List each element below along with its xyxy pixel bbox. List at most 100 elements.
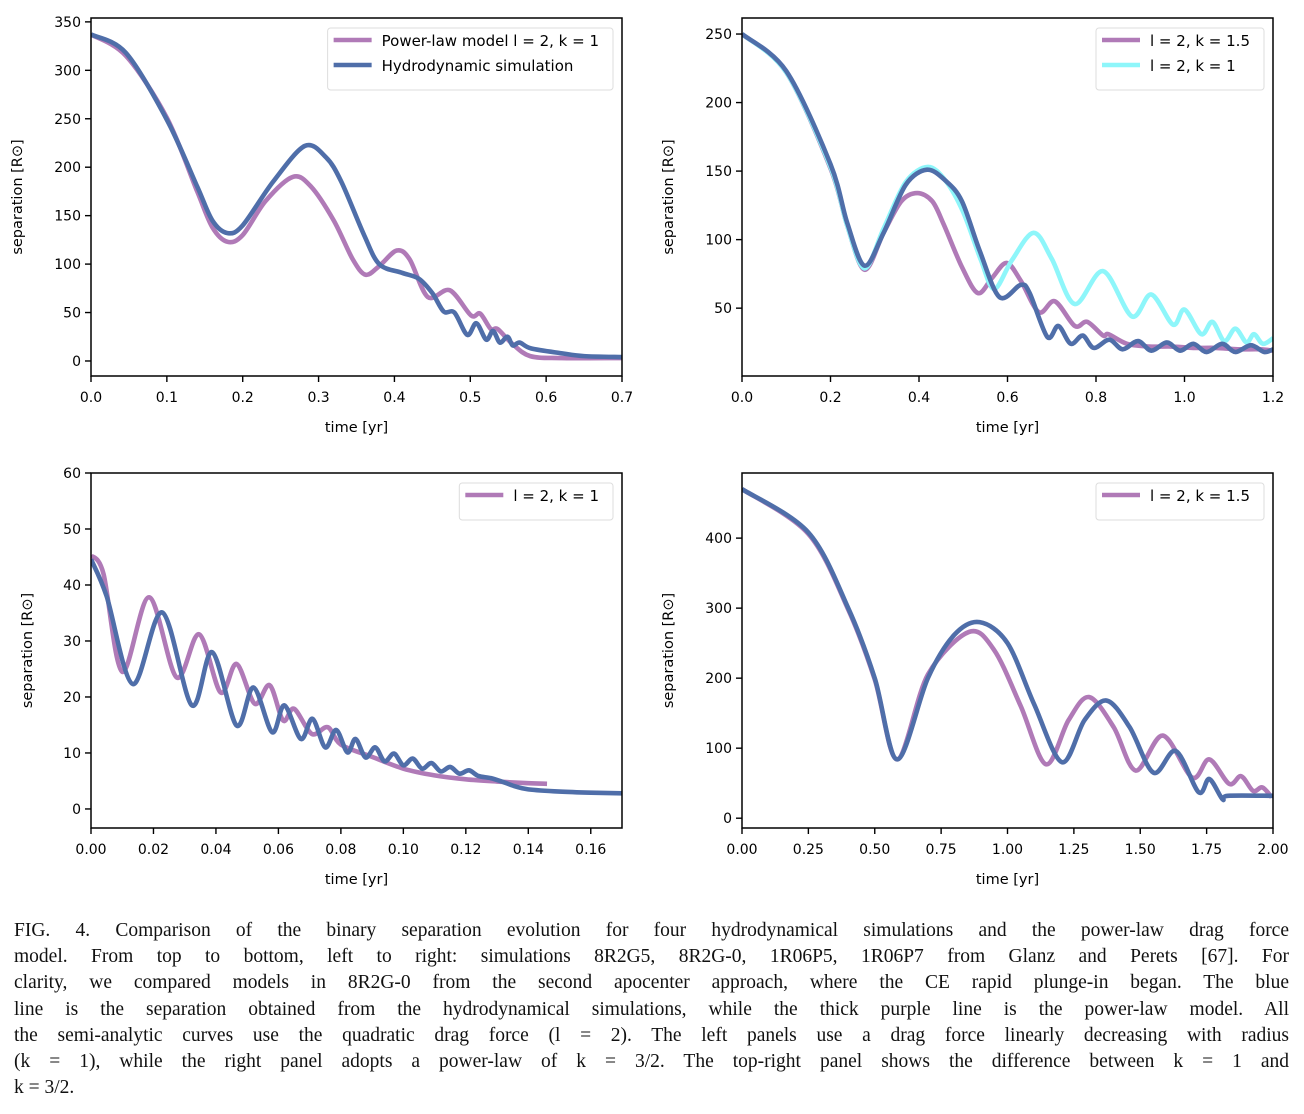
series-line-purple <box>91 32 622 361</box>
legend-item: Hydrodynamic simulation <box>333 57 574 75</box>
figure-panels: 0.0 0.1 0.2 0.3 0.4 0.5 0.6 0.70501001502002503… <box>10 15 1289 888</box>
x-tick-label: 0.6 <box>535 390 557 406</box>
chart-panel-3: 0.00 0.02 0.04 0.06 0.08 0.10 0.12 0.14 0.16 0 10 2… <box>20 466 623 888</box>
y-tick-label: 200 <box>705 96 732 112</box>
x-tick-label: 0.0 <box>80 390 102 406</box>
legend-frame <box>1095 482 1265 521</box>
y-tick-label: 0 <box>723 811 732 827</box>
legend-frame <box>1095 27 1265 91</box>
x-axis-label: time [yr] <box>325 872 388 888</box>
legend: l = 2, k = 1.5 <box>1095 482 1265 521</box>
x-tick-label: 0.5 <box>459 390 481 406</box>
legend: l = 2, k = 1.5 l = 2, k = 1 <box>1095 27 1265 91</box>
figure-caption: FIG. 4. Comparison of the binary separat… <box>14 918 1289 1101</box>
y-tick-label: 20 <box>63 690 81 706</box>
legend-label: l = 2, k = 1.5 <box>1150 32 1250 50</box>
legend-label: l = 2, k = 1 <box>1150 57 1236 75</box>
series-line-blue <box>91 32 622 360</box>
legend-item: l = 2, k = 1 <box>465 487 599 505</box>
x-tick-label: 0.2 <box>819 390 841 406</box>
x-tick-label: 1.25 <box>1058 842 1089 858</box>
y-tick-label: 100 <box>705 233 732 249</box>
series-line-blue <box>742 32 1273 355</box>
y-tick-label: 300 <box>705 601 732 617</box>
x-tick-label: 0.50 <box>859 842 890 858</box>
x-tick-label: 0.0 <box>731 390 753 406</box>
y-tick-label: 10 <box>63 746 81 762</box>
chart-panel-4: 0.00 0.25 0.50 0.75 1.00 1.25 1.50 1.75 2.00 0 100… <box>661 472 1289 888</box>
x-tick-label: 0.7 <box>611 390 633 406</box>
legend: Power-law model l = 2, k = 1 Hydrodynamic… <box>327 27 614 91</box>
x-tick-label: 0.25 <box>793 842 824 858</box>
x-tick-label: 0.10 <box>388 842 419 858</box>
chart-panel-1: 0.0 0.1 0.2 0.3 0.4 0.5 0.6 0.7 0 50 100 150 200 250 3… <box>10 15 633 436</box>
y-axis-label: separation [R⊙] <box>661 593 677 708</box>
series-line-purple <box>91 553 548 787</box>
y-tick-label: 60 <box>63 466 81 482</box>
caption-line: k = 3/2. <box>14 1077 75 1099</box>
caption-line: line is the separation obtained from the… <box>14 998 1289 1020</box>
caption-line: model. From top to bottom, left to right… <box>14 946 1289 968</box>
x-tick-label: 0.3 <box>307 390 329 406</box>
y-tick-label: 100 <box>54 257 81 273</box>
y-axis-label: separation [R⊙] <box>20 593 36 708</box>
x-tick-label: 0.6 <box>996 390 1018 406</box>
x-tick-label: 0.00 <box>75 842 106 858</box>
x-tick-label: 0.14 <box>513 842 544 858</box>
series-line-blue <box>91 558 622 796</box>
legend-label: Hydrodynamic simulation <box>382 57 574 75</box>
y-tick-label: 50 <box>63 522 81 538</box>
y-tick-label: 250 <box>54 112 81 128</box>
y-tick-label: 100 <box>705 741 732 757</box>
x-tick-label: 0.08 <box>325 842 356 858</box>
x-tick-label: 1.2 <box>1262 390 1284 406</box>
legend-frame <box>327 27 614 91</box>
legend-frame <box>458 482 614 521</box>
x-tick-label: 0.00 <box>726 842 757 858</box>
legend-label: l = 2, k = 1 <box>513 487 599 505</box>
x-axis-label: time [yr] <box>976 872 1039 888</box>
axes-frame <box>90 17 623 377</box>
y-tick-label: 150 <box>705 164 732 180</box>
caption-line: (k = 1), while the right panel adopts a … <box>14 1050 1289 1072</box>
x-tick-label: 0.4 <box>383 390 405 406</box>
x-tick-label: 0.4 <box>908 390 930 406</box>
x-tick-label: 1.75 <box>1191 842 1222 858</box>
y-tick-label: 40 <box>63 578 81 594</box>
legend-item: l = 2, k = 1 <box>1102 57 1236 75</box>
chart-panel-2: 0.0 0.2 0.4 0.6 0.8 1.0 1.2 50 100 150 200 250 time … <box>661 17 1284 436</box>
y-tick-label: 200 <box>54 160 81 176</box>
legend-item: l = 2, k = 1.5 <box>1102 32 1250 50</box>
axes-frame <box>741 472 1274 829</box>
y-tick-label: 30 <box>63 634 81 650</box>
x-tick-label: 0.16 <box>575 842 606 858</box>
caption-line: clarity, we compared models in 8R2G-0 fr… <box>14 972 1289 994</box>
y-tick-label: 0 <box>72 354 81 370</box>
y-tick-label: 400 <box>705 531 732 547</box>
y-tick-label: 350 <box>54 15 81 31</box>
x-axis-label: time [yr] <box>325 420 388 436</box>
x-tick-label: 1.50 <box>1125 842 1156 858</box>
x-tick-label: 1.0 <box>1173 390 1195 406</box>
y-tick-label: 150 <box>54 209 81 225</box>
x-tick-label: 0.02 <box>138 842 169 858</box>
x-tick-label: 0.8 <box>1085 390 1107 406</box>
legend: l = 2, k = 1 <box>458 482 614 521</box>
y-tick-label: 50 <box>63 306 81 322</box>
caption-line: the semi-analytic curves use the quadrat… <box>14 1024 1289 1046</box>
x-tick-label: 0.1 <box>156 390 178 406</box>
axes-frame <box>90 472 623 829</box>
legend-item: l = 2, k = 1.5 <box>1102 487 1250 505</box>
x-tick-label: 0.75 <box>926 842 957 858</box>
y-tick-label: 250 <box>705 27 732 43</box>
y-axis-label: separation [R⊙] <box>10 139 26 254</box>
x-tick-label: 0.04 <box>200 842 231 858</box>
series-line-blue <box>742 487 1273 803</box>
y-tick-label: 200 <box>705 671 732 687</box>
x-tick-label: 2.00 <box>1257 842 1288 858</box>
legend-item: Power-law model l = 2, k = 1 <box>333 32 599 50</box>
caption-line: FIG. 4. Comparison of the binary separat… <box>14 920 1289 941</box>
y-tick-label: 300 <box>54 63 81 79</box>
y-tick-label: 0 <box>72 802 81 818</box>
x-tick-label: 0.06 <box>263 842 294 858</box>
